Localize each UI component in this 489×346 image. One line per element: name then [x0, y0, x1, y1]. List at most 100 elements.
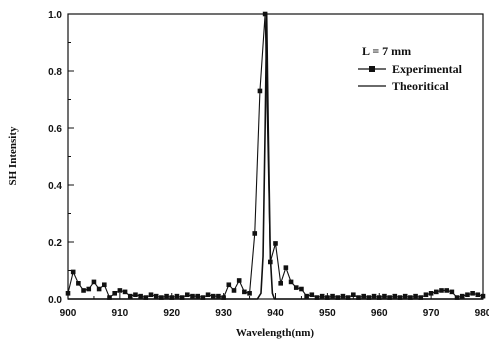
experimental-data-point — [200, 295, 206, 300]
experimental-data-point — [122, 289, 128, 295]
y-tick-label: 1.0 — [48, 10, 62, 21]
experimental-data-point — [335, 295, 341, 300]
experimental-data-point — [293, 285, 299, 290]
experimental-data-point — [480, 293, 486, 299]
series-layer — [65, 11, 486, 300]
experimental-data-point — [387, 295, 392, 300]
experimental-data-point — [185, 292, 190, 298]
experimental-data-point — [361, 293, 366, 299]
experimental-data-point — [179, 295, 185, 300]
experimental-data-point — [262, 11, 268, 17]
experimental-data-point — [376, 295, 382, 300]
legend: L = 7 mm Experimental Theoritical — [358, 44, 463, 93]
y-tick-label: 0.2 — [48, 238, 62, 249]
legend-theoretical-label: Theoritical — [392, 79, 449, 93]
experimental-data-point — [444, 288, 449, 293]
experimental-data-point — [86, 286, 92, 292]
experimental-data-point — [127, 293, 133, 299]
experimental-data-point — [96, 286, 102, 292]
experimental-data-point — [278, 281, 283, 286]
experimental-data-point — [470, 291, 475, 296]
experimental-data-point — [236, 278, 242, 283]
experimental-series-line — [67, 13, 484, 299]
x-tick-label: 900 — [60, 308, 77, 319]
experimental-data-point — [413, 293, 418, 299]
experimental-data-point — [330, 293, 335, 299]
experimental-data-point — [216, 293, 221, 299]
x-tick-label: 940 — [267, 308, 284, 319]
experimental-data-point — [226, 282, 232, 288]
experimental-data-point — [138, 293, 143, 299]
legend-experimental-label: Experimental — [392, 62, 463, 76]
experimental-data-point — [283, 265, 289, 270]
experimental-data-point — [143, 295, 149, 300]
experimental-data-point — [273, 241, 278, 246]
experimental-data-point — [169, 295, 175, 300]
experimental-data-point — [112, 291, 117, 296]
x-tick-label: 910 — [112, 308, 129, 319]
x-tick-label: 920 — [163, 308, 180, 319]
experimental-data-point — [190, 293, 195, 299]
experimental-data-point — [397, 295, 403, 300]
y-tick-label: 0.0 — [48, 295, 62, 306]
experimental-data-point — [288, 279, 294, 285]
experimental-data-point — [107, 295, 112, 300]
experimental-data-point — [65, 291, 71, 296]
experimental-data-point — [148, 292, 154, 298]
plot-frame — [67, 13, 484, 300]
experimental-data-point — [345, 295, 351, 300]
experimental-data-point — [221, 295, 226, 300]
experimental-data-point — [392, 293, 398, 299]
y-tick-label: 0.4 — [48, 181, 62, 192]
legend-title: L = 7 mm — [362, 44, 411, 58]
experimental-data-point — [133, 292, 138, 298]
experimental-data-point — [423, 292, 429, 298]
experimental-data-point — [210, 293, 216, 299]
experimental-data-point — [319, 293, 325, 299]
theoretical-series-line — [68, 13, 483, 300]
legend-experimental-marker — [369, 66, 375, 72]
experimental-data-point — [153, 293, 159, 299]
experimental-data-point — [402, 293, 408, 299]
y-axis-label: SH Intensity — [7, 126, 19, 185]
experimental-data-point — [465, 292, 470, 298]
experimental-data-point — [382, 293, 387, 299]
experimental-data-point — [449, 289, 455, 295]
experimental-data-point — [459, 293, 465, 299]
experimental-data-point — [299, 286, 304, 292]
experimental-data-point — [366, 295, 372, 300]
x-tick-label: 950 — [319, 308, 336, 319]
experimental-data-point — [304, 293, 309, 299]
x-tick-label: 980 — [475, 308, 489, 319]
y-axis-ticks: 0.0 0.2 0.4 0.6 0.8 1.0 — [48, 10, 74, 306]
experimental-data-point — [70, 269, 76, 275]
experimental-data-point — [439, 288, 444, 293]
experimental-data-point — [454, 295, 460, 300]
experimental-data-point — [418, 295, 424, 300]
experimental-data-point — [205, 292, 211, 298]
experimental-data-point — [242, 289, 247, 295]
experimental-data-point — [356, 295, 361, 300]
experimental-data-point — [195, 293, 200, 299]
x-axis-label: Wavelength(nm) — [236, 327, 315, 339]
x-tick-label: 960 — [371, 308, 388, 319]
y-tick-label: 0.8 — [48, 67, 62, 78]
experimental-data-point — [314, 295, 320, 300]
experimental-data-point — [325, 295, 330, 300]
experimental-data-point — [174, 293, 180, 299]
experimental-data-point — [252, 231, 258, 236]
experimental-data-point — [164, 293, 169, 299]
experimental-data-point — [428, 291, 434, 296]
experimental-data-point — [434, 289, 439, 295]
x-tick-label: 970 — [423, 308, 440, 319]
experimental-data-point — [309, 292, 315, 298]
experimental-data-point — [247, 291, 252, 296]
y-tick-label: 0.6 — [48, 124, 62, 135]
experimental-data-point — [159, 295, 164, 300]
experimental-data-point — [257, 88, 263, 94]
experimental-data-point — [81, 288, 86, 293]
experimental-data-point — [76, 281, 81, 286]
experimental-data-point — [117, 288, 123, 293]
experimental-data-point — [408, 295, 413, 300]
